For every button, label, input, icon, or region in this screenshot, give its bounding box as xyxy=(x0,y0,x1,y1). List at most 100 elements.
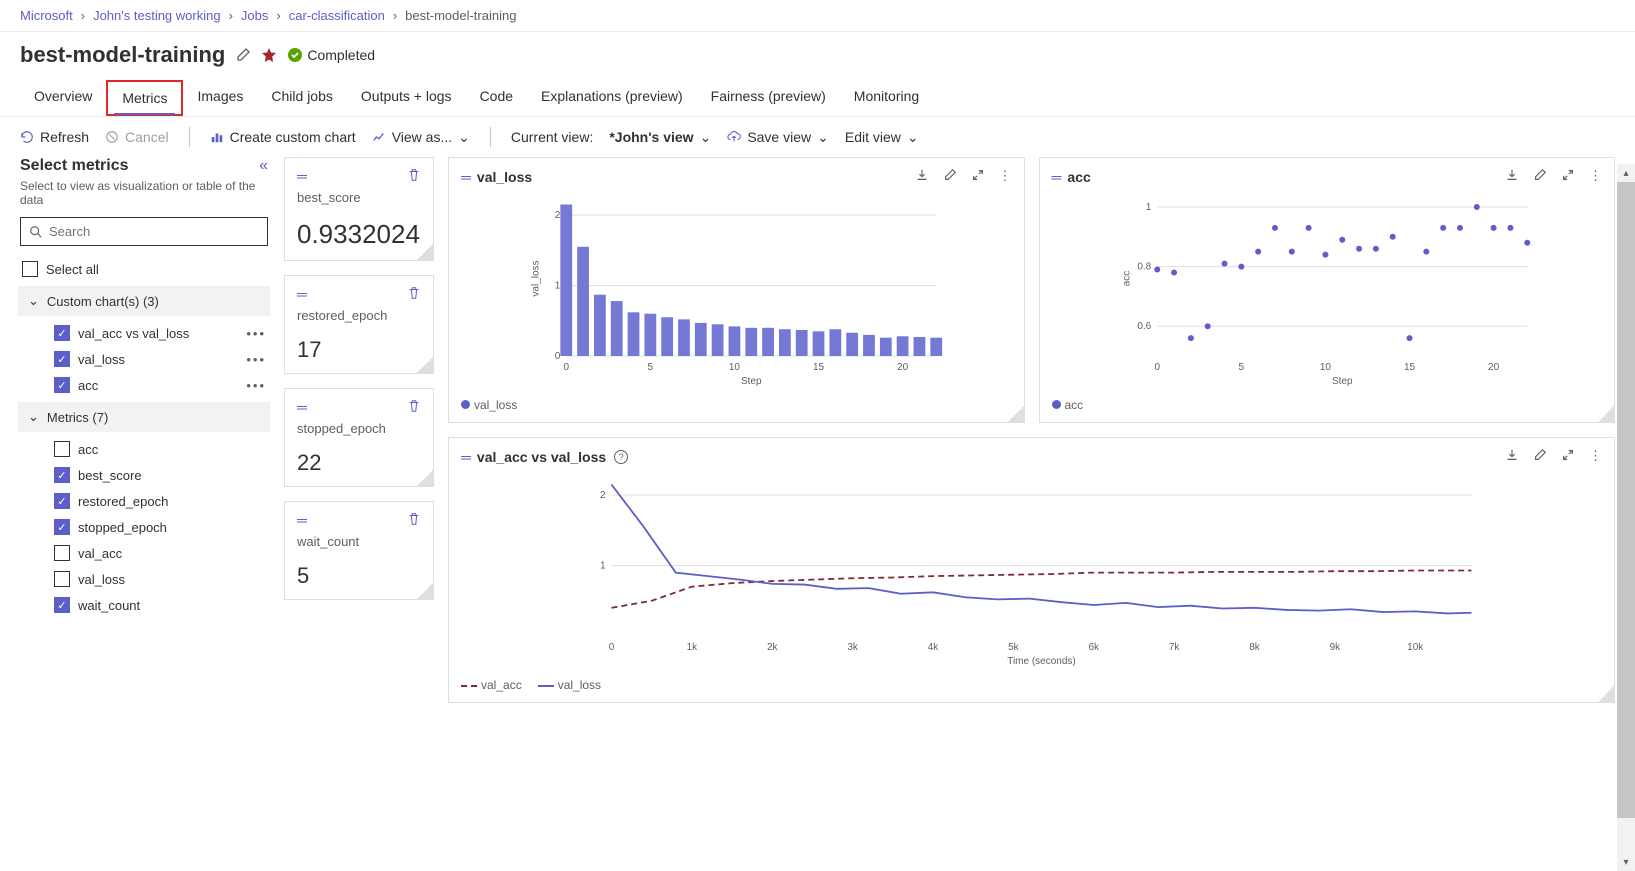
metric-item[interactable]: ✓wait_count xyxy=(20,592,268,618)
scrollbar[interactable]: ▴ ▾ xyxy=(1617,164,1635,871)
checkbox-icon: ✓ xyxy=(54,493,70,509)
tab-outputs-logs[interactable]: Outputs + logs xyxy=(347,80,466,116)
sidebar-heading: Select metrics xyxy=(20,157,268,175)
chart-val-loss: ═ val_loss ⋮ 01205101520Stepval_loss val… xyxy=(448,157,1025,423)
drag-handle-icon[interactable]: ═ xyxy=(297,399,305,415)
cancel-icon xyxy=(105,130,119,144)
expand-icon[interactable] xyxy=(971,168,985,185)
charts-grid: ═best_score0.9332024═restored_epoch17═st… xyxy=(284,157,1615,703)
edit-icon[interactable] xyxy=(943,168,957,185)
more-icon[interactable]: ••• xyxy=(246,378,266,393)
select-all-checkbox[interactable]: Select all xyxy=(20,256,268,282)
line-chart-icon xyxy=(372,130,386,144)
refresh-button[interactable]: Refresh xyxy=(20,129,89,145)
more-icon[interactable]: ••• xyxy=(246,326,266,341)
breadcrumb-item: best-model-training xyxy=(405,8,516,23)
refresh-icon xyxy=(20,130,34,144)
trash-icon[interactable] xyxy=(407,168,421,185)
drag-handle-icon[interactable]: ═ xyxy=(297,168,305,184)
tab-images[interactable]: Images xyxy=(183,80,257,116)
star-icon[interactable] xyxy=(261,47,277,63)
drag-handle-icon[interactable]: ═ xyxy=(461,449,469,465)
metric-group[interactable]: ⌄Custom chart(s) (3) xyxy=(18,286,270,316)
info-icon[interactable]: ? xyxy=(614,450,628,464)
checkbox-icon: ✓ xyxy=(54,351,70,367)
drag-handle-icon[interactable]: ═ xyxy=(461,169,469,185)
resize-handle[interactable] xyxy=(1008,406,1024,422)
breadcrumb-item[interactable]: Jobs xyxy=(241,8,268,23)
chevron-down-icon: ⌄ xyxy=(28,293,39,309)
expand-icon[interactable] xyxy=(1561,448,1575,465)
svg-text:8k: 8k xyxy=(1249,642,1261,653)
tab-child-jobs[interactable]: Child jobs xyxy=(257,80,346,116)
scalar-card-restored_epoch: ═restored_epoch17 xyxy=(284,275,434,374)
edit-icon[interactable] xyxy=(235,47,251,63)
more-icon[interactable]: ⋮ xyxy=(1589,168,1602,185)
download-icon[interactable] xyxy=(915,168,929,185)
checkbox-icon xyxy=(54,571,70,587)
checkbox-icon: ✓ xyxy=(54,325,70,341)
edit-view-button[interactable]: Edit view ⌄ xyxy=(845,129,919,146)
status-badge: Completed xyxy=(287,47,375,63)
cloud-up-icon xyxy=(727,130,741,144)
metric-item[interactable]: val_acc xyxy=(20,540,268,566)
create-chart-button[interactable]: Create custom chart xyxy=(210,129,356,145)
resize-handle[interactable] xyxy=(417,244,433,260)
more-icon[interactable]: ••• xyxy=(246,352,266,367)
svg-text:2: 2 xyxy=(555,210,561,221)
trash-icon[interactable] xyxy=(407,286,421,303)
more-icon[interactable]: ⋮ xyxy=(999,168,1012,185)
svg-text:10: 10 xyxy=(1319,362,1331,373)
scroll-up-icon[interactable]: ▴ xyxy=(1617,164,1635,182)
scalar-card-wait_count: ═wait_count5 xyxy=(284,501,434,600)
tab-metrics[interactable]: Metrics xyxy=(106,80,183,116)
resize-handle[interactable] xyxy=(1598,406,1614,422)
resize-handle[interactable] xyxy=(417,470,433,486)
metric-item[interactable]: ✓stopped_epoch xyxy=(20,514,268,540)
tab-explanations-preview-[interactable]: Explanations (preview) xyxy=(527,80,697,116)
metric-item[interactable]: val_loss xyxy=(20,566,268,592)
svg-text:3k: 3k xyxy=(847,642,859,653)
resize-handle[interactable] xyxy=(417,357,433,373)
current-view-dropdown[interactable]: *John's view ⌄ xyxy=(609,129,711,146)
drag-handle-icon[interactable]: ═ xyxy=(297,286,305,302)
search-input[interactable] xyxy=(20,217,268,246)
download-icon[interactable] xyxy=(1505,168,1519,185)
metric-group[interactable]: ⌄Metrics (7) xyxy=(18,402,270,432)
trash-icon[interactable] xyxy=(407,512,421,529)
metric-item[interactable]: ✓val_acc vs val_loss••• xyxy=(20,320,268,346)
resize-handle[interactable] xyxy=(1598,686,1614,702)
save-view-button[interactable]: Save view ⌄ xyxy=(727,129,829,146)
metric-item[interactable]: ✓restored_epoch xyxy=(20,488,268,514)
checkbox-icon: ✓ xyxy=(54,467,70,483)
edit-icon[interactable] xyxy=(1533,168,1547,185)
metric-item[interactable]: acc xyxy=(20,436,268,462)
edit-icon[interactable] xyxy=(1533,448,1547,465)
breadcrumb-item[interactable]: Microsoft xyxy=(20,8,73,23)
tab-monitoring[interactable]: Monitoring xyxy=(840,80,933,116)
scroll-down-icon[interactable]: ▾ xyxy=(1617,853,1635,871)
drag-handle-icon[interactable]: ═ xyxy=(1052,169,1060,185)
metric-item[interactable]: ✓best_score xyxy=(20,462,268,488)
trash-icon[interactable] xyxy=(407,399,421,416)
metric-item[interactable]: ✓acc••• xyxy=(20,372,268,398)
expand-icon[interactable] xyxy=(1561,168,1575,185)
download-icon[interactable] xyxy=(1505,448,1519,465)
more-icon[interactable]: ⋮ xyxy=(1589,448,1602,465)
scrollbar-thumb[interactable] xyxy=(1617,182,1635,818)
drag-handle-icon[interactable]: ═ xyxy=(297,512,305,528)
tab-code[interactable]: Code xyxy=(466,80,527,116)
svg-text:10k: 10k xyxy=(1407,642,1424,653)
checkbox-icon: ✓ xyxy=(54,519,70,535)
collapse-icon[interactable]: « xyxy=(259,157,268,175)
checkbox-icon: ✓ xyxy=(54,377,70,393)
tab-overview[interactable]: Overview xyxy=(20,80,106,116)
breadcrumb-item[interactable]: car-classification xyxy=(289,8,385,23)
checkbox-icon xyxy=(22,261,38,277)
resize-handle[interactable] xyxy=(417,583,433,599)
breadcrumb-item[interactable]: John's testing working xyxy=(93,8,221,23)
metric-item[interactable]: ✓val_loss••• xyxy=(20,346,268,372)
view-as-button[interactable]: View as... ⌄ xyxy=(372,129,470,146)
tab-fairness-preview-[interactable]: Fairness (preview) xyxy=(697,80,840,116)
svg-text:0: 0 xyxy=(555,351,561,362)
